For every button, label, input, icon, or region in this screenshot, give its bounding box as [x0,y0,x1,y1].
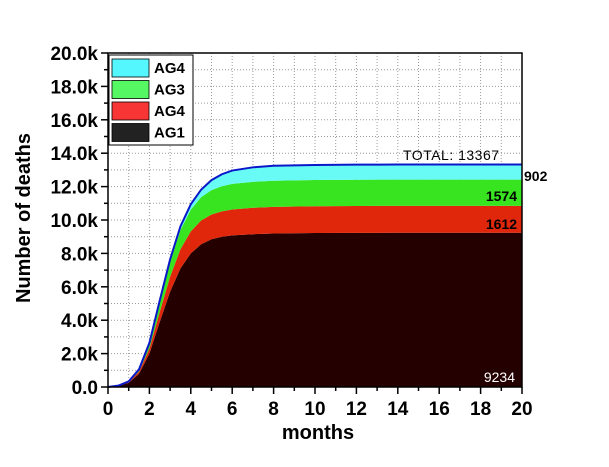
legend-swatch [111,80,150,99]
total-line [107,163,522,388]
x-tick-label: 16 [429,399,450,420]
y-tick-label: 2.0k [61,345,98,366]
x-tick-label: 18 [470,399,491,420]
final-value-label: 1574 [486,188,517,204]
axis-ticks: 0 2 4 6 8 10 12 14 16 18 20 0.0 2.0k 4.0k 6.0k 8.0k 10.0… [50,44,532,420]
area-series-2-ag4 [108,205,522,387]
x-tick-label: 12 [346,399,367,420]
y-tick-label: 10.0k [50,211,98,232]
stacked-areas [107,163,522,388]
legend-swatch [111,101,150,121]
x-tick-label: 4 [186,399,197,420]
legend-swatch [111,58,150,78]
x-tick-label: 6 [227,399,238,420]
total-label: TOTAL: 13367 [403,147,500,163]
series-final-labels: 9234 1612 1574 902 [484,168,548,385]
y-tick-label: 20.0k [50,44,98,65]
final-value-label: 1612 [486,216,517,232]
legend-label: AG3 [154,82,185,99]
y-tick-label: 14.0k [50,144,98,165]
y-tick-label: 0.0 [72,378,98,399]
x-tick-label: 20 [511,399,532,420]
legend-label: AG4 [154,103,186,120]
legend-label: AG1 [154,125,185,142]
x-tick-label: 14 [387,399,409,420]
x-axis-label: months [282,422,354,444]
x-tick-label: 0 [103,399,114,420]
x-tick-label: 10 [304,399,325,420]
y-tick-label: 4.0k [61,311,98,332]
y-tick-label: 6.0k [61,278,98,299]
y-tick-label: 8.0k [61,244,98,265]
area-series-3-ag3 [108,179,522,387]
x-tick-label: 2 [144,399,155,420]
x-tick-label: 8 [268,399,279,420]
final-value-label: 902 [524,168,548,184]
legend: AG4 AG3 AG4 AG1 [108,54,194,146]
legend-swatch [111,123,150,142]
area-series-1-ag1 [108,232,522,387]
y-tick-label: 12.0k [50,178,98,199]
final-value-label: 9234 [484,369,515,385]
y-tick-label: 16.0k [50,111,98,132]
legend-label: AG4 [154,60,186,77]
y-axis-label: Number of deaths [13,133,35,303]
y-tick-label: 18.0k [50,77,98,98]
